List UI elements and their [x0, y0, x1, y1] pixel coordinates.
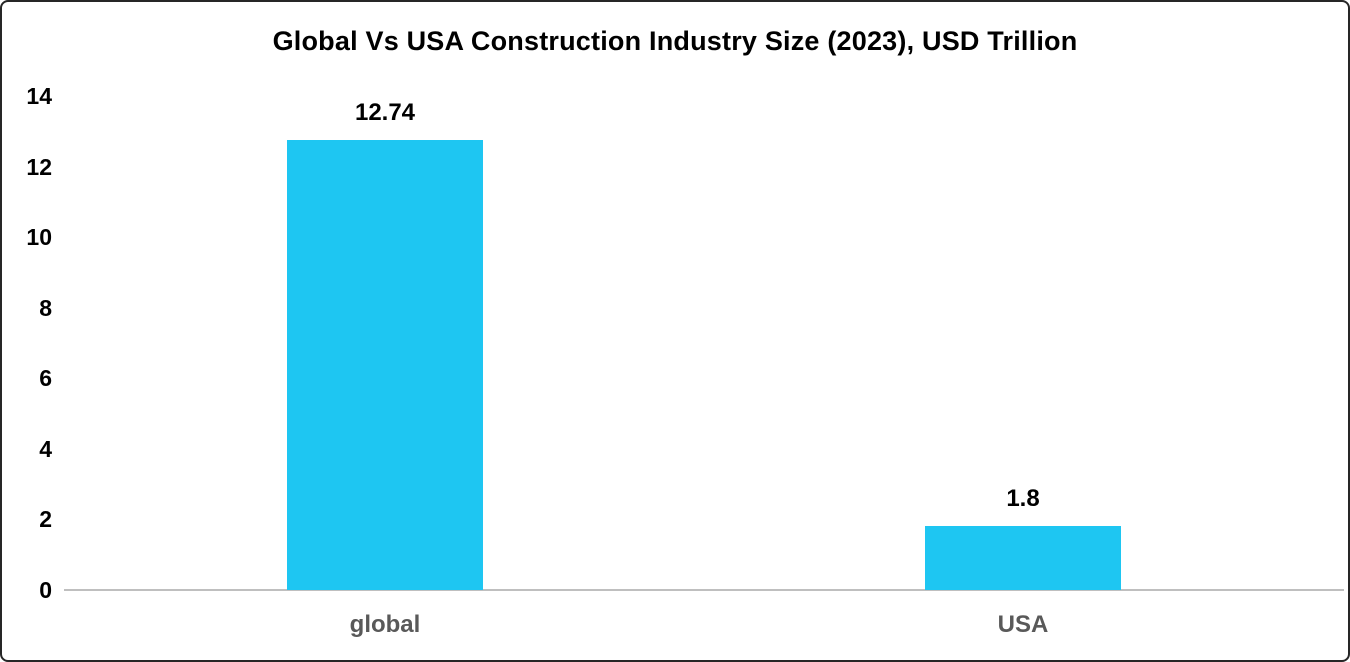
x-category-label: USA: [997, 611, 1049, 638]
chart-title: Global Vs USA Construction Industry Size…: [272, 26, 1078, 56]
y-tick-label: 4: [39, 435, 52, 462]
bar-USA: [925, 526, 1121, 590]
y-tick-label: 2: [39, 506, 52, 533]
y-tick-label: 14: [26, 83, 52, 109]
x-category-label: global: [349, 611, 421, 638]
y-tick-label: 6: [39, 365, 52, 392]
bar-global: [287, 140, 483, 590]
bar-value-label: 12.74: [354, 99, 416, 127]
y-tick-label: 10: [26, 224, 52, 251]
x-axis-line: [64, 589, 1344, 591]
y-tick-label: 8: [39, 294, 52, 321]
bar-value-label: 1.8: [1006, 485, 1040, 513]
y-tick-label: 12: [26, 153, 52, 180]
y-tick-label: 0: [39, 577, 52, 603]
